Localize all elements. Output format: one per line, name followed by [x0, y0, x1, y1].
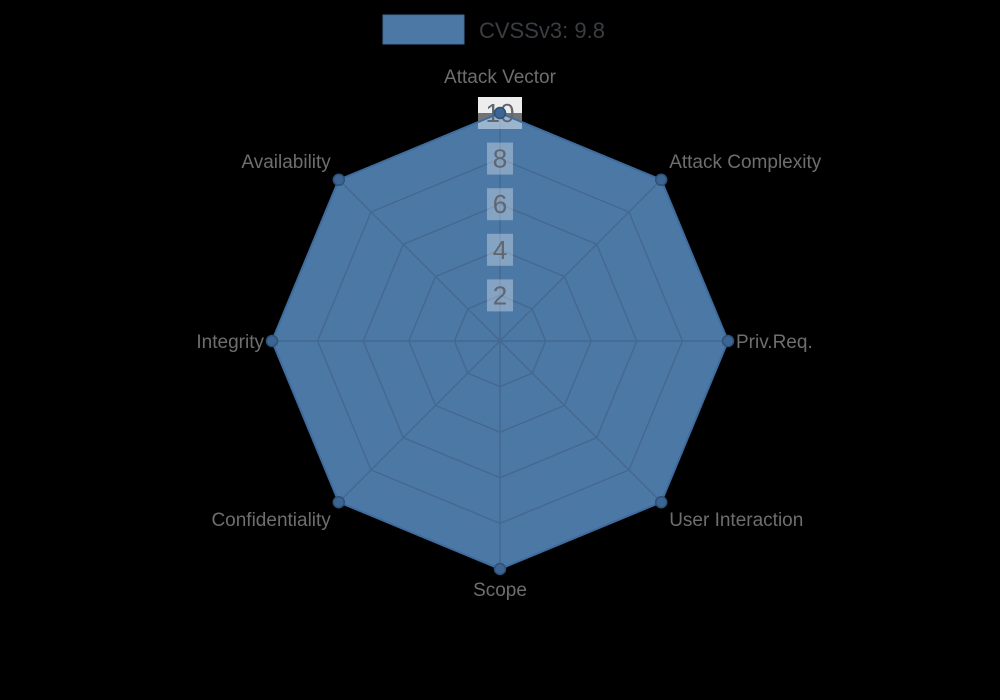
tick-backdrop	[478, 97, 522, 113]
grid-spoke	[338, 179, 501, 342]
axis-label-attack-vector: Attack Vector	[444, 67, 557, 88]
tick-backdrop	[487, 188, 513, 221]
radial-axis-ticks: 246810	[478, 97, 522, 312]
radial-tick-label: 4	[493, 235, 507, 265]
axis-label-confidentiality: Confidentiality	[211, 510, 331, 531]
legend-swatch	[382, 14, 465, 45]
data-point[interactable]	[493, 562, 507, 576]
data-point[interactable]	[265, 334, 279, 348]
axis-label-user-interaction: User Interaction	[669, 510, 803, 531]
data-point[interactable]	[654, 173, 668, 187]
radial-tick-label: 6	[493, 189, 507, 219]
grid-spoke	[499, 179, 662, 342]
legend-label: CVSSv3: 9.8	[479, 18, 605, 43]
data-point[interactable]	[654, 495, 668, 509]
legend-item[interactable]: CVSSv3: 9.8	[382, 14, 605, 45]
axis-label-scope: Scope	[473, 580, 527, 601]
category-labels: Attack Vector Attack Complexity Priv.Req. U…	[196, 67, 821, 601]
axis-label-integrity: Integrity	[196, 332, 264, 353]
data-point[interactable]	[332, 173, 346, 187]
axis-label-priv-req: Priv.Req.	[736, 332, 813, 353]
radial-tick-label: 8	[493, 144, 507, 174]
radial-tick-label: 2	[493, 280, 507, 310]
axis-label-attack-complexity: Attack Complexity	[669, 152, 822, 173]
grid-spoke	[338, 340, 501, 503]
data-point[interactable]	[493, 106, 507, 120]
tick-backdrop	[487, 142, 513, 175]
tick-backdrop	[487, 279, 513, 312]
data-point[interactable]	[721, 334, 735, 348]
tick-backdrop	[487, 233, 513, 266]
series-points-layer	[265, 106, 735, 576]
axis-label-availability: Availability	[241, 152, 331, 173]
data-point[interactable]	[332, 495, 346, 509]
grid-spoke	[499, 340, 662, 503]
